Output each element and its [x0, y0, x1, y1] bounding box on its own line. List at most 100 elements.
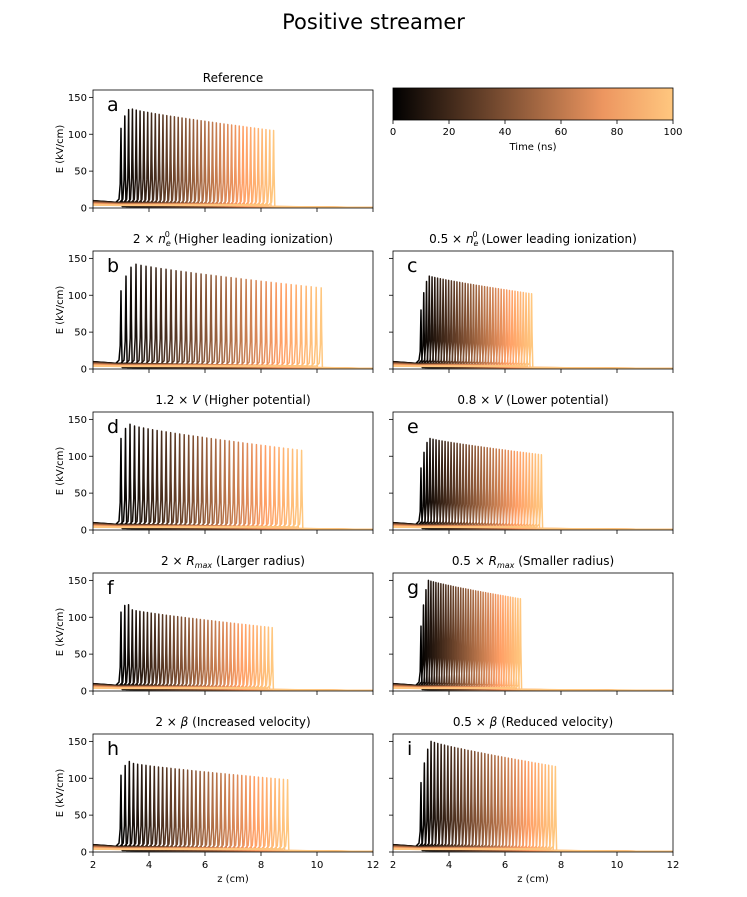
field-curve	[393, 454, 673, 530]
title-subscript: e	[474, 239, 479, 248]
title-symbol: β	[180, 715, 189, 729]
y-tick-label: 100	[68, 130, 87, 141]
x-tick-label: 8	[258, 860, 264, 871]
title-text: (Lower potential)	[502, 393, 608, 407]
panel-c: 0.5 × ne0 (Lower leading ionization) c	[389, 230, 674, 373]
panel-letter: c	[407, 255, 417, 277]
curve-group	[93, 760, 373, 852]
y-tick-label: 100	[68, 613, 87, 624]
title-text: (Higher leading ionization)	[170, 232, 333, 246]
x-axis-label: z (cm)	[217, 874, 249, 885]
figure-title: Positive streamer	[282, 10, 465, 34]
title-superscript: 0	[165, 230, 170, 239]
panel-title: 0.8 × V (Lower potential)	[457, 393, 608, 407]
y-tick-label: 0	[81, 526, 87, 537]
panel-letter: b	[107, 255, 119, 277]
curve-group	[93, 603, 373, 691]
y-axis-label: E (kV/cm)	[55, 447, 66, 496]
y-axis-label: E (kV/cm)	[55, 125, 66, 174]
x-tick-label: 4	[146, 860, 152, 871]
title-text: 1.2 ×	[155, 393, 192, 407]
x-tick-label: 4	[446, 860, 452, 871]
panel-title: 1.2 × V (Higher potential)	[155, 393, 310, 407]
title-symbol: R	[489, 554, 497, 568]
axes-frame	[392, 572, 674, 692]
title-text: 0.5 ×	[429, 232, 466, 246]
colorbar-tick-label: 100	[663, 127, 682, 138]
title-text: 0.8 ×	[457, 393, 494, 407]
title-symbol: R	[186, 554, 194, 568]
title-subscript: max	[497, 561, 515, 570]
title-text: (Higher potential)	[200, 393, 310, 407]
field-curve	[393, 765, 673, 852]
x-tick-label: 6	[502, 860, 508, 871]
panel-g: 0.5 × Rmax (Smaller radius) g	[389, 554, 674, 695]
title-symbol: β	[489, 715, 498, 729]
x-tick-label: 12	[667, 860, 680, 871]
title-text: 2 ×	[161, 554, 186, 568]
panel-d: 1.2 × V (Higher potential) 0 50 100 150 E (kV…	[55, 393, 374, 537]
colorbar-tick-label: 40	[499, 127, 512, 138]
panel-letter: d	[107, 416, 119, 438]
colorbar-tick-label: 60	[555, 127, 568, 138]
panel-b: 2 × ne0 (Higher leading ionization)05010…	[55, 230, 374, 376]
y-tick-label: 0	[81, 204, 87, 215]
x-tick-label: 2	[90, 860, 96, 871]
panel-letter: a	[107, 94, 119, 116]
field-curve	[93, 129, 373, 208]
field-curve	[393, 598, 673, 691]
y-tick-label: 150	[68, 254, 87, 265]
axes-frame	[392, 411, 674, 531]
x-tick-label: 10	[611, 860, 624, 871]
y-axis-label: E (kV/cm)	[55, 769, 66, 818]
title-text: 2 ×	[155, 715, 180, 729]
field-curve	[93, 287, 373, 369]
panel-letter: e	[407, 416, 419, 438]
x-tick-label: 8	[558, 860, 564, 871]
title-text: (Reduced velocity)	[497, 715, 613, 729]
title-subscript: max	[195, 561, 213, 570]
y-tick-label: 50	[74, 328, 87, 339]
title-text: 2 ×	[133, 232, 158, 246]
x-tick-label: 12	[367, 860, 380, 871]
title-superscript: 0	[472, 230, 477, 239]
panel-title: Reference	[203, 71, 263, 85]
y-tick-label: 50	[74, 811, 87, 822]
field-curve	[393, 581, 673, 691]
panel-title: 0.5 × ne0 (Lower leading ionization)	[429, 230, 637, 248]
colorbar-tick-label: 80	[611, 127, 624, 138]
y-tick-label: 0	[81, 687, 87, 698]
field-curve	[93, 263, 373, 369]
y-tick-label: 50	[74, 650, 87, 661]
field-curve	[93, 449, 373, 530]
y-tick-label: 150	[68, 576, 87, 587]
title-symbol: V	[494, 393, 503, 407]
title-text: (Larger radius)	[212, 554, 305, 568]
y-axis-label: E (kV/cm)	[55, 286, 66, 335]
panel-e: 0.8 × V (Lower potential) e	[389, 393, 674, 534]
panel-f: 2 × Rmax (Larger radius) 0 50 100 150 E (kV/c…	[55, 554, 374, 698]
y-axis-label: E (kV/cm)	[55, 608, 66, 657]
colorbar: 0 20 40 60 80 100 Time (ns)	[390, 87, 683, 153]
x-tick-label: 6	[202, 860, 208, 871]
axes-frame	[92, 89, 374, 209]
field-curve	[93, 778, 373, 852]
title-symbol: n	[158, 232, 166, 246]
curve-group	[93, 423, 373, 530]
panel-title: 2 × ne0 (Higher leading ionization)	[133, 230, 333, 248]
curve-group	[393, 437, 673, 530]
title-symbol: V	[192, 393, 201, 407]
y-tick-label: 100	[68, 452, 87, 463]
title-subscript: e	[166, 239, 171, 248]
curve-group	[393, 579, 673, 691]
field-curve	[93, 626, 373, 691]
colorbar-label: Time (ns)	[508, 142, 556, 153]
title-symbol: n	[466, 232, 474, 246]
curve-group	[93, 108, 373, 208]
y-tick-label: 100	[68, 291, 87, 302]
title-text: (Increased velocity)	[188, 715, 310, 729]
panel-i: 0.5 × β (Reduced velocity) 2 4 6 8 10 12 z (cm)…	[389, 715, 679, 885]
y-tick-label: 0	[81, 365, 87, 376]
y-tick-label: 50	[74, 489, 87, 500]
